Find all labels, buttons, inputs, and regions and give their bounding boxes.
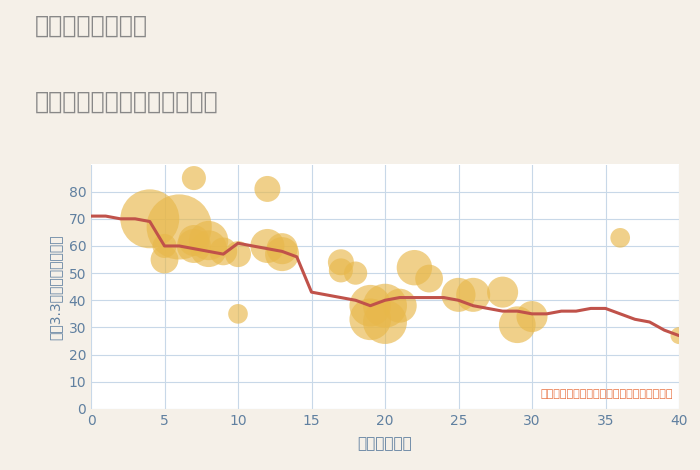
Point [144, 215, 155, 223]
Text: 築年数別中古マンション価格: 築年数別中古マンション価格 [35, 89, 218, 113]
Point [262, 185, 273, 193]
Point [453, 291, 464, 298]
Point [159, 256, 170, 263]
Point [673, 332, 685, 339]
Point [218, 248, 229, 255]
Point [615, 234, 626, 242]
Point [379, 318, 391, 326]
Point [394, 302, 405, 309]
Point [335, 266, 346, 274]
Point [232, 251, 244, 258]
Text: 千葉県清水公園駅: 千葉県清水公園駅 [35, 14, 148, 38]
Point [262, 242, 273, 250]
Point [409, 264, 420, 272]
Point [468, 291, 479, 298]
Point [203, 237, 214, 244]
Point [526, 313, 538, 321]
Point [350, 269, 361, 277]
Point [335, 258, 346, 266]
Text: 円の大きさは、取引のあった物件面積を示す: 円の大きさは、取引のあった物件面積を示す [540, 389, 673, 399]
Point [188, 174, 199, 182]
Point [188, 237, 199, 244]
Point [203, 245, 214, 252]
Point [365, 315, 376, 323]
Y-axis label: 坪（3.3㎡）単価（万円）: 坪（3.3㎡）単価（万円） [49, 234, 63, 339]
Point [232, 310, 244, 318]
Point [159, 242, 170, 250]
Point [424, 275, 435, 282]
Point [365, 302, 376, 309]
Point [188, 242, 199, 250]
X-axis label: 築年数（年）: 築年数（年） [358, 436, 412, 451]
Point [276, 245, 288, 252]
Point [379, 302, 391, 309]
Point [497, 289, 508, 296]
Point [276, 251, 288, 258]
Point [512, 321, 523, 329]
Point [174, 223, 185, 231]
